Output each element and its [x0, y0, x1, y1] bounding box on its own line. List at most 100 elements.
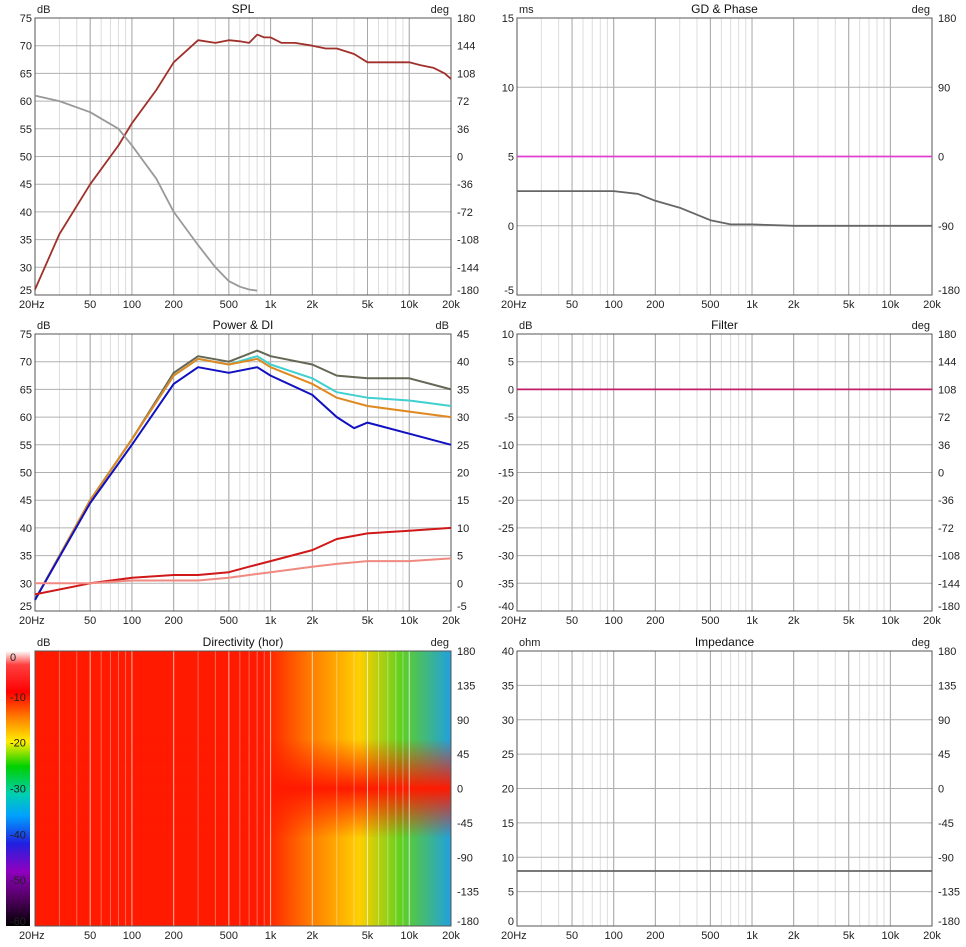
y-tick-label: 0: [508, 221, 514, 233]
chart-title: Filter: [711, 318, 738, 332]
x-tick-label: 1k: [265, 615, 277, 627]
x-tick-label: 100: [123, 615, 141, 627]
chart-title: GD & Phase: [691, 2, 758, 16]
y-unit-label: ms: [519, 4, 534, 16]
x-tick-label: 1k: [265, 299, 277, 311]
y2-unit-label: dB: [436, 320, 449, 332]
y-tick-label: 5: [508, 887, 514, 899]
y-tick-label: 75: [20, 329, 32, 341]
x-tick-label: 10k: [881, 930, 899, 942]
plot-frame: [34, 650, 452, 927]
y2-tick-label: 20: [457, 468, 469, 480]
colorbar-tick-label: -30: [10, 784, 26, 796]
x-tick-label: 200: [646, 299, 664, 311]
x-tick-label: 20Hz: [501, 299, 527, 311]
x-tick-label: 10k: [400, 930, 418, 942]
x-tick-label: 500: [701, 615, 719, 627]
y-unit-label: ohm: [519, 637, 540, 649]
y-unit-label: dB: [37, 320, 50, 332]
y-tick-label: -10: [498, 440, 514, 452]
x-tick-label: 1k: [746, 615, 758, 627]
y2-tick-label: -144: [938, 578, 960, 590]
x-tick-label: 200: [164, 930, 182, 942]
heatmap-on-axis-band: [35, 651, 451, 926]
series-line-1: [34, 94, 258, 292]
y-tick-label: -20: [498, 495, 514, 507]
y-tick-label: 60: [20, 412, 32, 424]
y-tick-label: 55: [20, 124, 32, 136]
y-tick-label: -25: [498, 523, 514, 535]
panel-0: SPL dB deg 75 70 65 60 55 50 45 40 35 30 25 180 144 108 7…: [19, 2, 479, 311]
x-tick-label: 20Hz: [19, 930, 45, 942]
y-tick-label: 0: [508, 916, 514, 928]
y2-tick-label: 25: [457, 440, 469, 452]
y2-tick-label: -90: [457, 852, 473, 864]
y2-tick-label: 45: [457, 749, 469, 761]
y2-tick-label: -144: [457, 262, 479, 274]
chart-title: Power & DI: [213, 318, 274, 332]
y2-tick-label: 180: [457, 13, 475, 25]
y2-tick-label: -135: [457, 887, 479, 899]
plot-frame: [34, 17, 452, 296]
y2-tick-label: 0: [457, 784, 463, 796]
y-tick-label: 10: [502, 82, 514, 94]
x-tick-label: 2k: [307, 615, 319, 627]
colorbar-tick-label: 0: [10, 652, 16, 664]
y2-tick-label: 36: [457, 124, 469, 136]
y2-tick-label: -180: [457, 916, 479, 928]
y2-unit-label: deg: [912, 637, 930, 649]
colorbar-tick-label: -10: [10, 692, 26, 704]
y2-tick-label: 35: [457, 384, 469, 396]
series-line-0: [34, 33, 452, 290]
x-tick-label: 10k: [400, 299, 418, 311]
y2-tick-label: 40: [457, 357, 469, 369]
y-unit-label: dB: [519, 320, 532, 332]
y2-tick-label: 180: [938, 329, 956, 341]
series-line-2: [34, 357, 452, 601]
y2-unit-label: deg: [912, 320, 930, 332]
x-tick-label: 1k: [265, 930, 277, 942]
x-tick-label: 1k: [746, 299, 758, 311]
y2-tick-label: -5: [457, 601, 467, 613]
x-tick-label: 20k: [923, 299, 941, 311]
y2-tick-label: 108: [457, 68, 475, 80]
x-tick-label: 100: [123, 930, 141, 942]
x-tick-label: 50: [566, 299, 578, 311]
y2-tick-label: 180: [938, 646, 956, 658]
x-tick-label: 200: [646, 615, 664, 627]
y-tick-label: 5: [508, 357, 514, 369]
x-tick-label: 5k: [362, 930, 374, 942]
x-tick-label: 2k: [788, 930, 800, 942]
x-tick-label: 500: [220, 930, 238, 942]
y2-tick-label: 0: [938, 784, 944, 796]
y-tick-label: 40: [20, 207, 32, 219]
x-tick-label: 20k: [923, 930, 941, 942]
y-tick-label: 40: [20, 523, 32, 535]
y2-tick-label: 5: [457, 551, 463, 563]
y-tick-label: 30: [20, 578, 32, 590]
y-tick-label: 25: [502, 749, 514, 761]
x-tick-label: 50: [84, 299, 96, 311]
y2-unit-label: deg: [431, 637, 449, 649]
y2-tick-label: 36: [938, 440, 950, 452]
x-tick-label: 20Hz: [501, 930, 527, 942]
x-tick-label: 10k: [881, 299, 899, 311]
x-tick-label: 100: [605, 930, 623, 942]
x-tick-label: 20Hz: [501, 615, 527, 627]
x-tick-label: 20k: [923, 615, 941, 627]
x-tick-label: 200: [646, 930, 664, 942]
y2-tick-label: 45: [457, 329, 469, 341]
y-tick-label: -15: [498, 468, 514, 480]
x-tick-label: 200: [164, 615, 182, 627]
x-tick-label: 10k: [400, 615, 418, 627]
y-tick-label: 10: [502, 329, 514, 341]
y-tick-label: 0: [508, 384, 514, 396]
x-tick-label: 5k: [843, 930, 855, 942]
y2-unit-label: deg: [431, 4, 449, 16]
y-tick-label: 65: [20, 68, 32, 80]
y-tick-label: 75: [20, 13, 32, 25]
x-tick-label: 200: [164, 299, 182, 311]
